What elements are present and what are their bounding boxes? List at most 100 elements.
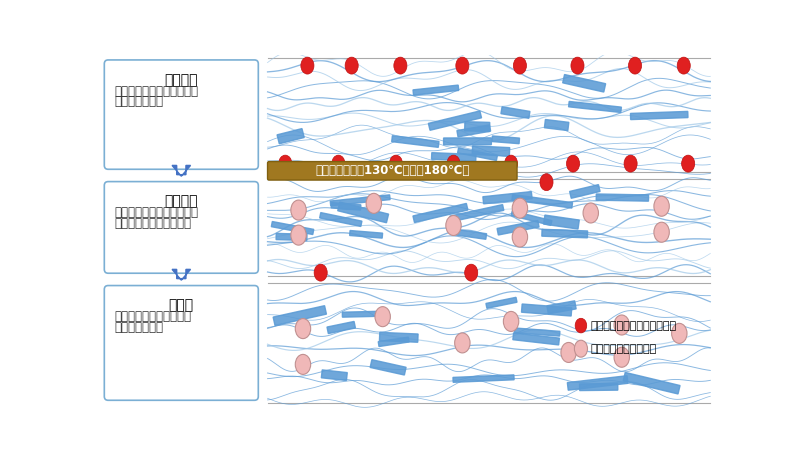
Bar — [596, 194, 649, 201]
Bar — [320, 213, 362, 226]
Bar — [331, 202, 361, 210]
Bar — [378, 337, 409, 347]
Bar — [327, 321, 355, 334]
Bar — [545, 119, 569, 130]
Bar — [350, 230, 382, 238]
Bar — [457, 125, 490, 137]
Text: 未染着染料を洗い落し堅: 未染着染料を洗い落し堅 — [114, 310, 191, 323]
Ellipse shape — [447, 155, 460, 172]
Ellipse shape — [540, 174, 553, 191]
Ellipse shape — [561, 343, 576, 362]
Ellipse shape — [291, 225, 306, 245]
Bar — [472, 146, 510, 156]
Bar — [501, 107, 530, 118]
Bar — [465, 122, 490, 131]
Bar — [267, 179, 710, 276]
Bar — [569, 101, 622, 112]
Ellipse shape — [295, 319, 310, 338]
Ellipse shape — [654, 222, 670, 242]
Bar — [413, 203, 468, 223]
Text: 洗浄後: 洗浄後 — [169, 299, 194, 313]
Bar — [330, 195, 390, 206]
Bar — [453, 375, 514, 382]
Bar — [322, 370, 347, 380]
Bar — [623, 372, 680, 394]
Bar — [450, 205, 504, 222]
Text: ・・染着していない分散染料: ・・染着していない分散染料 — [591, 320, 677, 331]
Text: が空壁に入って染まる。: が空壁に入って染まる。 — [114, 217, 191, 230]
Bar — [511, 211, 552, 225]
Ellipse shape — [512, 198, 528, 218]
Bar — [379, 332, 418, 342]
Ellipse shape — [503, 312, 518, 331]
Ellipse shape — [672, 323, 687, 343]
Ellipse shape — [574, 340, 587, 357]
Bar — [443, 138, 491, 145]
Text: 牛度を上げる。: 牛度を上げる。 — [114, 321, 163, 334]
Bar — [542, 229, 588, 238]
Text: かず染まらない: かず染まらない — [114, 95, 163, 108]
Ellipse shape — [390, 155, 402, 172]
Bar — [454, 230, 486, 239]
Ellipse shape — [394, 57, 407, 74]
Bar — [370, 360, 406, 375]
Bar — [483, 192, 532, 204]
FancyBboxPatch shape — [267, 161, 517, 180]
Bar — [392, 136, 439, 148]
Ellipse shape — [624, 155, 637, 172]
Bar — [276, 233, 307, 241]
Bar — [513, 333, 559, 345]
Text: ・・染着した分散染料: ・・染着した分散染料 — [591, 344, 658, 354]
Bar — [431, 153, 476, 161]
Bar — [630, 112, 688, 119]
Bar — [413, 85, 458, 95]
Bar — [497, 220, 539, 235]
Ellipse shape — [301, 57, 314, 74]
Ellipse shape — [366, 193, 382, 213]
Ellipse shape — [465, 264, 478, 281]
Ellipse shape — [512, 227, 528, 247]
Text: 高温状態（湿熱130℃、举熱180℃）: 高温状態（湿熱130℃、举熱180℃） — [315, 164, 470, 177]
FancyArrow shape — [172, 269, 190, 280]
FancyBboxPatch shape — [104, 60, 258, 169]
Ellipse shape — [575, 318, 586, 333]
Ellipse shape — [278, 155, 292, 172]
Bar — [271, 222, 314, 235]
Ellipse shape — [614, 315, 630, 335]
Bar — [342, 311, 387, 317]
Bar — [512, 195, 573, 208]
Text: 通常状態: 通常状態 — [165, 73, 198, 87]
Ellipse shape — [629, 57, 642, 74]
Bar — [428, 111, 482, 130]
Bar — [273, 306, 326, 325]
Bar — [567, 376, 628, 390]
Ellipse shape — [446, 215, 462, 236]
Ellipse shape — [566, 155, 579, 172]
Bar — [458, 148, 498, 160]
Ellipse shape — [295, 355, 310, 374]
Ellipse shape — [614, 347, 630, 367]
Bar — [522, 304, 572, 316]
Ellipse shape — [345, 57, 358, 74]
Bar — [547, 301, 576, 314]
Text: 高温状態: 高温状態 — [165, 195, 198, 209]
Bar — [267, 283, 710, 402]
Bar — [267, 58, 710, 171]
Ellipse shape — [505, 155, 518, 172]
Text: 染料が繊維の中に入ってい: 染料が繊維の中に入ってい — [114, 84, 198, 98]
Ellipse shape — [571, 57, 584, 74]
Bar — [338, 202, 389, 223]
Bar — [562, 75, 606, 92]
Ellipse shape — [456, 57, 469, 74]
Text: 繊維の非晶部分が開き染料: 繊維の非晶部分が開き染料 — [114, 206, 198, 219]
FancyArrow shape — [172, 165, 190, 176]
Bar — [486, 297, 517, 308]
Bar — [543, 215, 579, 229]
Ellipse shape — [654, 196, 670, 216]
Ellipse shape — [375, 307, 390, 327]
Ellipse shape — [291, 200, 306, 220]
Bar — [492, 136, 519, 144]
FancyBboxPatch shape — [104, 285, 258, 400]
Bar — [514, 328, 560, 336]
Bar — [580, 384, 618, 390]
